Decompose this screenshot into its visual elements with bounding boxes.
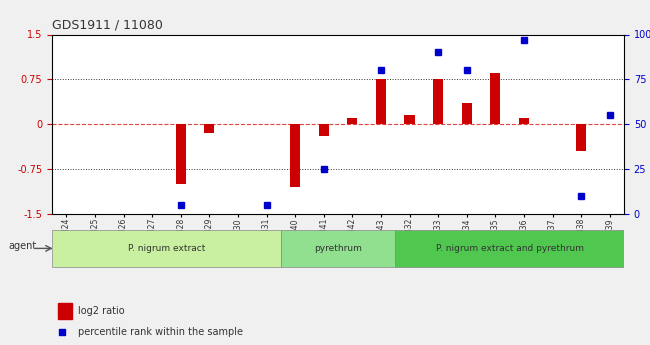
FancyBboxPatch shape [281, 230, 395, 267]
FancyBboxPatch shape [395, 230, 624, 267]
Text: percentile rank within the sample: percentile rank within the sample [78, 327, 242, 337]
Bar [576, 124, 586, 151]
Bar [176, 124, 186, 184]
FancyBboxPatch shape [52, 230, 281, 267]
Text: agent: agent [9, 241, 37, 251]
Text: pyrethrum: pyrethrum [314, 244, 362, 253]
Bar [404, 115, 415, 124]
Text: GDS1911 / 11080: GDS1911 / 11080 [52, 19, 163, 32]
Bar [204, 124, 214, 133]
Bar [376, 79, 386, 124]
Bar [290, 124, 300, 187]
Bar [519, 118, 529, 124]
Text: P. nigrum extract and pyrethrum: P. nigrum extract and pyrethrum [436, 244, 584, 253]
Bar [433, 79, 443, 124]
Bar [347, 118, 358, 124]
Bar [318, 124, 329, 136]
Bar [490, 73, 501, 124]
Text: log2 ratio: log2 ratio [78, 306, 124, 316]
Bar [58, 303, 72, 319]
Bar [462, 103, 472, 124]
Text: P. nigrum extract: P. nigrum extract [127, 244, 205, 253]
